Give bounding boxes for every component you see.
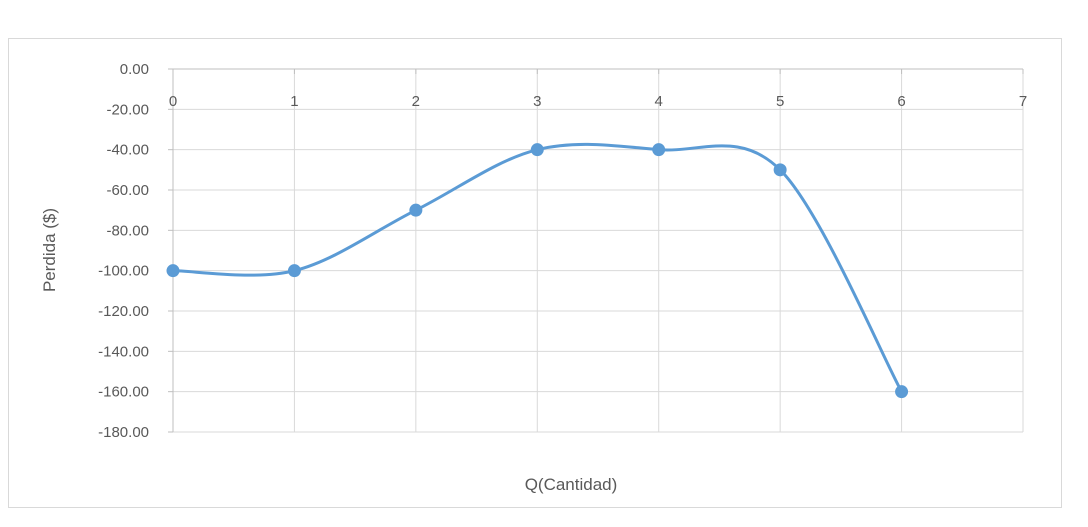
data-point <box>166 264 180 278</box>
data-point <box>530 143 544 157</box>
y-tick-label: -40.00 <box>106 142 149 159</box>
x-tick-label: 0 <box>169 93 177 110</box>
x-tick-label: 7 <box>1019 93 1027 110</box>
data-point <box>287 264 301 278</box>
y-tick-label: -100.00 <box>98 263 149 280</box>
y-tick-label: -160.00 <box>98 384 149 401</box>
y-tick-label: 0.00 <box>120 61 149 78</box>
x-tick-label: 4 <box>655 93 663 110</box>
x-tick-label: 1 <box>290 93 298 110</box>
y-tick-label: -120.00 <box>98 303 149 320</box>
data-point <box>773 163 787 177</box>
x-axis-title: Q(Cantidad) <box>525 475 618 494</box>
y-tick-label: -80.00 <box>106 222 149 239</box>
data-point <box>409 203 423 217</box>
y-tick-label: -180.00 <box>98 424 149 441</box>
y-tick-label: -140.00 <box>98 343 149 360</box>
y-axis-title: Perdida ($) <box>40 208 59 292</box>
y-tick-label: -60.00 <box>106 182 149 199</box>
y-tick-label: -20.00 <box>106 101 149 118</box>
x-tick-label: 5 <box>776 93 784 110</box>
y-axis-tick-labels: 0.00 -20.00 -40.00 -60.00 -80.00 -100.00 -120.… <box>98 61 149 441</box>
chart-area <box>8 38 1062 508</box>
axes <box>168 68 1024 433</box>
data-point <box>652 143 666 157</box>
x-tick-label: 6 <box>897 93 905 110</box>
data-point <box>895 385 909 399</box>
series-layer <box>166 142 909 399</box>
x-tick-label: 3 <box>533 93 541 110</box>
x-tick-label: 2 <box>412 93 420 110</box>
x-axis-tick-labels: 0 1 2 3 4 5 6 7 <box>169 93 1027 110</box>
